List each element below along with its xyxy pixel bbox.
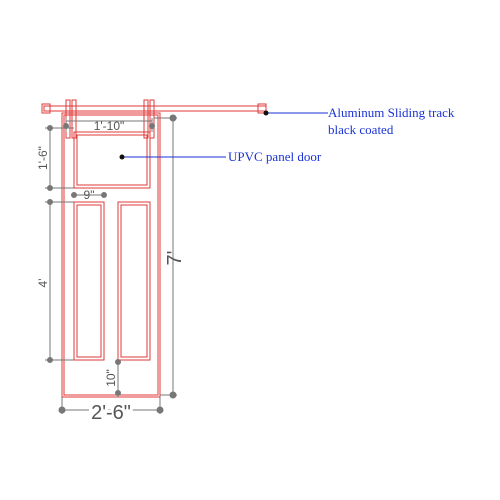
dimension-lines	[45, 114, 177, 414]
callout-door: UPVC panel door	[228, 149, 322, 164]
door-outline	[61, 112, 161, 398]
dim-top-panel-width: 1'-10"	[94, 119, 125, 133]
lower-left-panel	[73, 201, 105, 361]
dim-door-height: 7'	[164, 251, 186, 266]
dim-panel-gap: 9"	[84, 188, 95, 202]
top-glass-panel	[73, 131, 151, 189]
dim-door-width: 2'-6"	[91, 402, 131, 424]
lower-right-panel	[117, 201, 151, 361]
dim-lower-panel-height: 4'	[36, 279, 50, 288]
callout-leaders	[119, 110, 328, 160]
callout-track-line1: Aluminum Sliding track	[328, 105, 455, 120]
sliding-track	[41, 99, 267, 139]
dim-top-panel-height: 1'-6"	[36, 146, 50, 170]
callout-track-line2: black coated	[328, 122, 394, 137]
dim-bottom-rail: 10"	[104, 369, 118, 387]
